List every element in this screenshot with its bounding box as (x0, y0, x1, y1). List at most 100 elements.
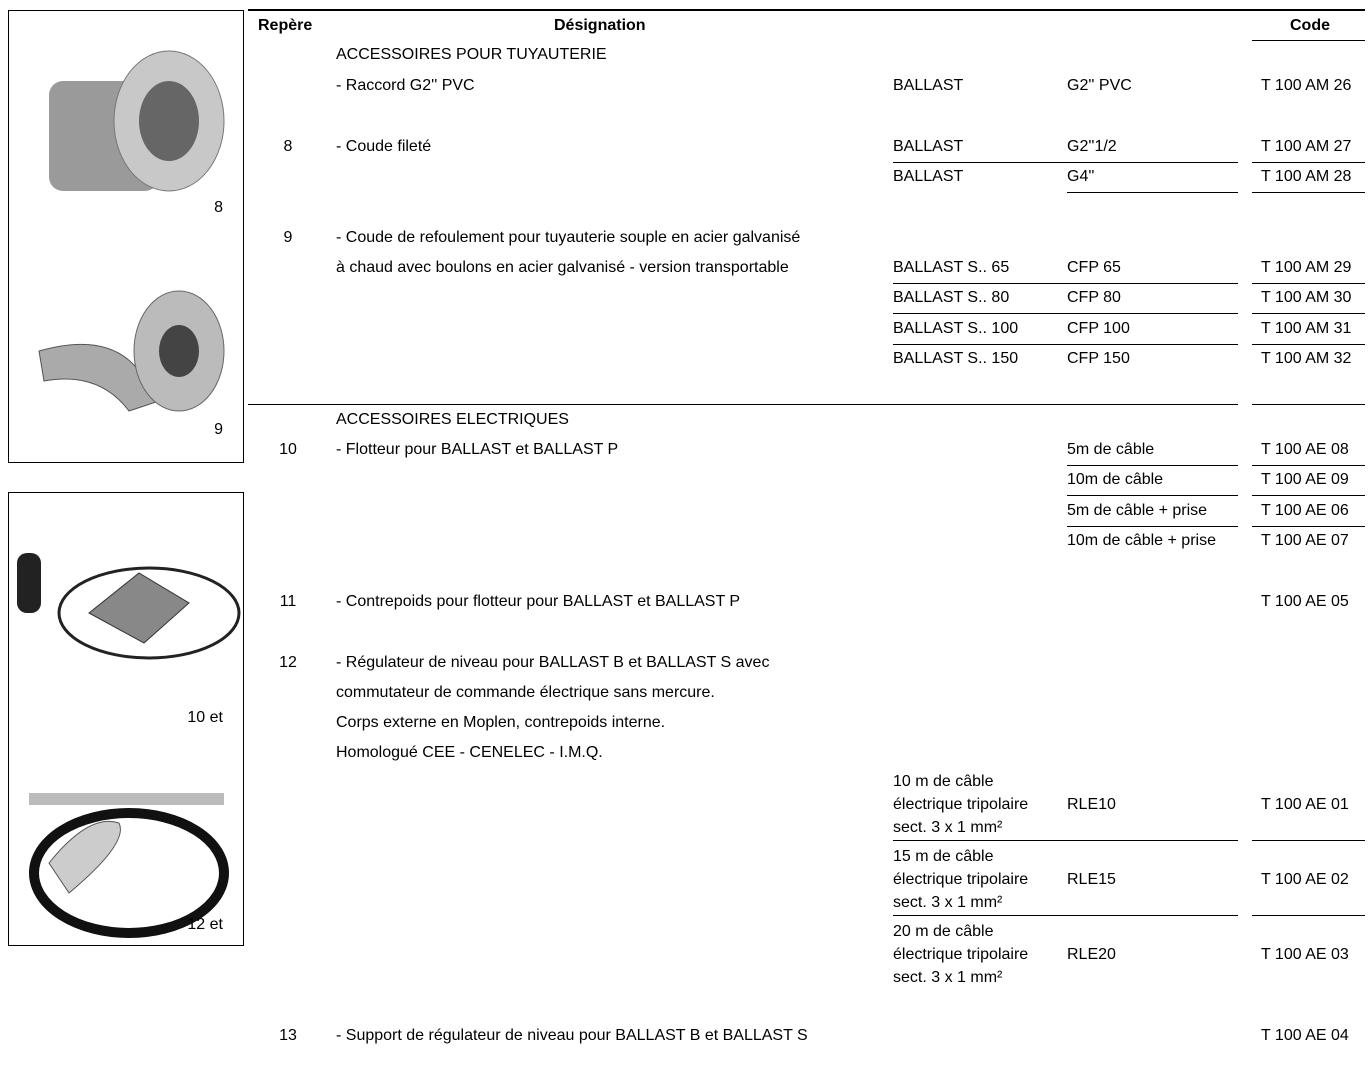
code: T 100 AM 29 (1261, 259, 1352, 276)
code: T 100 AE 06 (1261, 502, 1349, 519)
variant: 10 m de câble (893, 773, 994, 790)
variant: BALLAST (893, 77, 964, 94)
image-caption: 9 (214, 421, 223, 438)
rule (248, 9, 1365, 11)
designation: - Coude de refoulement pour tuyauterie s… (336, 229, 801, 246)
spec: RLE20 (1067, 946, 1116, 963)
variant: BALLAST S.. 100 (893, 320, 1019, 337)
ref: 10 (279, 441, 297, 458)
variant: BALLAST (893, 138, 964, 155)
illustration (38, 50, 225, 412)
designation: Corps externe en Moplen, contrepoids int… (336, 714, 666, 731)
image-caption: 12 et (187, 916, 223, 933)
rule (1252, 526, 1365, 527)
designation: commutateur de commande électrique sans … (336, 684, 715, 701)
rule (1067, 526, 1238, 527)
image-caption: 10 et (187, 709, 223, 726)
code: T 100 AE 03 (1261, 946, 1349, 963)
ref: 13 (279, 1027, 297, 1044)
code: T 100 AE 08 (1261, 441, 1349, 458)
designation: - Flotteur pour BALLAST et BALLAST P (336, 441, 619, 458)
designation: ACCESSOIRES POUR TUYAUTERIE (336, 46, 607, 63)
rule (1252, 465, 1365, 466)
code: T 100 AE 02 (1261, 871, 1349, 888)
variant: 20 m de câble (893, 923, 994, 940)
rule (1252, 495, 1365, 496)
image-box (8, 10, 244, 463)
rule (1067, 192, 1238, 193)
spec: CFP 80 (1067, 289, 1121, 306)
code: T 100 AE 05 (1261, 593, 1349, 610)
variant: électrique tripolaire (893, 796, 1029, 813)
spec: G2''1/2 (1067, 138, 1117, 155)
spec: G2'' PVC (1067, 77, 1132, 94)
image-caption: 8 (214, 199, 223, 216)
code: T 100 AM 28 (1261, 168, 1352, 185)
code: T 100 AE 09 (1261, 471, 1349, 488)
code: T 100 AM 30 (1261, 289, 1352, 306)
designation: - Support de régulateur de niveau pour B… (336, 1027, 808, 1044)
ref: 9 (283, 229, 293, 246)
header-ref: Repère (258, 17, 313, 34)
variant: sect. 3 x 1 mm² (893, 894, 1003, 911)
spec: RLE15 (1067, 871, 1116, 888)
rule (1252, 313, 1365, 314)
code: T 100 AM 26 (1261, 77, 1352, 94)
variant: BALLAST S.. 150 (893, 350, 1019, 367)
designation: - Coude fileté (336, 138, 432, 155)
spec: CFP 65 (1067, 259, 1121, 276)
variant: BALLAST (893, 168, 964, 185)
header-designation: Désignation (554, 17, 646, 34)
rule (893, 344, 1238, 345)
designation: - Raccord G2'' PVC (336, 77, 475, 94)
code: T 100 AE 07 (1261, 532, 1349, 549)
image-box (8, 492, 244, 946)
spec: 5m de câble (1067, 441, 1155, 458)
rule (893, 840, 1238, 841)
designation: - Contrepoids pour flotteur pour BALLAST… (336, 593, 741, 610)
rule (893, 915, 1238, 916)
rule (893, 313, 1238, 314)
ref: 12 (279, 654, 297, 671)
header-code: Code (1290, 17, 1330, 34)
rule (1252, 162, 1365, 163)
rule (893, 283, 1238, 284)
spec: G4'' (1067, 168, 1095, 185)
ref: 11 (279, 593, 297, 610)
rule (1252, 40, 1365, 41)
variant: BALLAST S.. 80 (893, 289, 1010, 306)
illustration (17, 553, 241, 938)
variant: électrique tripolaire (893, 946, 1029, 963)
designation: - Régulateur de niveau pour BALLAST B et… (336, 654, 770, 671)
spec: CFP 100 (1067, 320, 1130, 337)
variant: BALLAST S.. 65 (893, 259, 1010, 276)
rule (1252, 283, 1365, 284)
rule (248, 404, 1238, 405)
code: T 100 AE 04 (1261, 1027, 1349, 1044)
rule (1252, 840, 1365, 841)
code: T 100 AM 27 (1261, 138, 1352, 155)
designation: Homologué CEE - CENELEC - I.M.Q. (336, 744, 603, 761)
rule (1067, 495, 1238, 496)
code: T 100 AE 01 (1261, 796, 1349, 813)
rule (1252, 915, 1365, 916)
spec: 5m de câble + prise (1067, 502, 1208, 519)
variant: sect. 3 x 1 mm² (893, 969, 1003, 986)
rule (1252, 344, 1365, 345)
variant: électrique tripolaire (893, 871, 1029, 888)
designation: ACCESSOIRES ELECTRIQUES (336, 411, 569, 428)
code: T 100 AM 31 (1261, 320, 1352, 337)
ref: 8 (283, 138, 293, 155)
spec: 10m de câble + prise (1067, 532, 1216, 549)
rule (893, 162, 1238, 163)
rule (1252, 404, 1365, 405)
rule (1252, 192, 1365, 193)
code: T 100 AM 32 (1261, 350, 1352, 367)
designation: à chaud avec boulons en acier galvanisé … (336, 259, 789, 276)
rule (1067, 465, 1238, 466)
spec: CFP 150 (1067, 350, 1130, 367)
variant: sect. 3 x 1 mm² (893, 819, 1003, 836)
variant: 15 m de câble (893, 848, 994, 865)
spec: 10m de câble (1067, 471, 1164, 488)
